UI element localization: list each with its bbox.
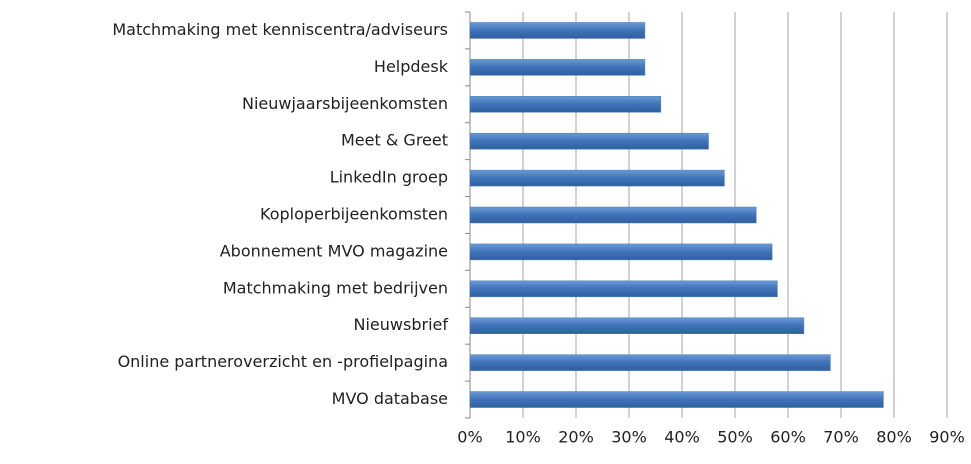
- bar: [469, 280, 778, 298]
- bar: [469, 22, 646, 39]
- bar: [469, 132, 709, 150]
- x-tick-label: 40%: [664, 428, 700, 447]
- y-tick-label: Helpdesk: [374, 57, 449, 76]
- x-tick-label: 30%: [611, 428, 647, 447]
- bar: [469, 206, 757, 224]
- bar: [469, 243, 773, 261]
- x-tick-label: 80%: [876, 428, 912, 447]
- y-tick-label: Koploperbijeenkomsten: [260, 205, 448, 224]
- y-tick-label: Nieuwsbrief: [354, 315, 449, 334]
- x-tick-label: 10%: [505, 428, 541, 447]
- bar: [469, 59, 646, 76]
- bar: [469, 96, 662, 113]
- bar: [469, 169, 725, 187]
- bar: [469, 354, 831, 371]
- x-tick-label: 20%: [558, 428, 594, 447]
- x-tick-label: 70%: [823, 428, 859, 447]
- y-tick-label: MVO database: [332, 389, 448, 408]
- y-tick-label: Online partneroverzicht en -profielpagin…: [118, 352, 448, 371]
- bar: [469, 391, 884, 408]
- y-tick-label: Nieuwjaarsbijeenkomsten: [242, 94, 448, 113]
- y-tick-label: Abonnement MVO magazine: [220, 241, 448, 260]
- bar: [469, 317, 805, 334]
- x-tick-label: 0%: [457, 428, 482, 447]
- x-tick-label: 90%: [929, 428, 965, 447]
- y-tick-label: Matchmaking met kenniscentra/adviseurs: [112, 20, 448, 39]
- x-tick-label: 60%: [770, 428, 806, 447]
- y-tick-label: Matchmaking met bedrijven: [223, 278, 448, 297]
- y-tick-label: LinkedIn groep: [330, 168, 448, 187]
- x-tick-label: 50%: [717, 428, 753, 447]
- y-tick-label: Meet & Greet: [341, 131, 448, 150]
